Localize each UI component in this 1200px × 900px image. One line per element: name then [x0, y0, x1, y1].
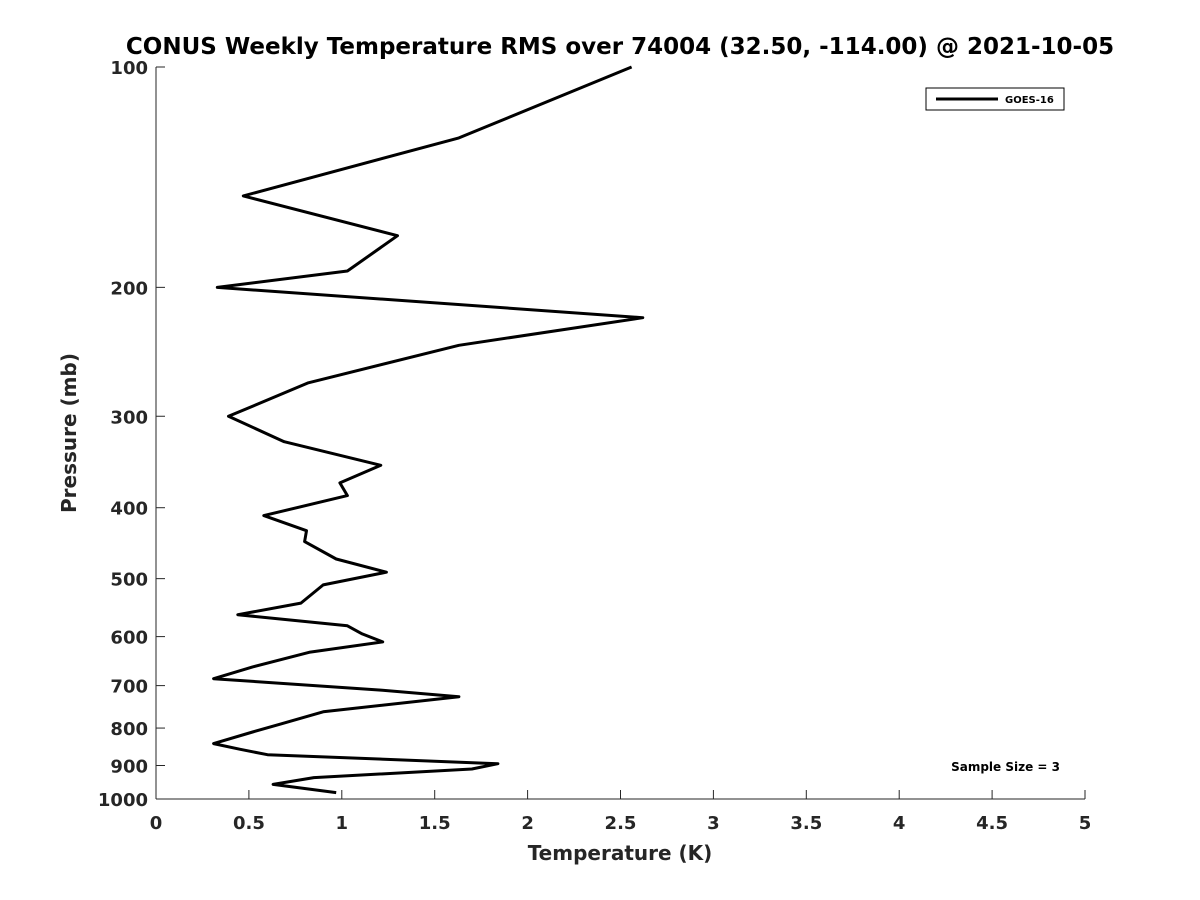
x-tick-label: 1.5 [419, 813, 451, 834]
y-tick-label: 200 [110, 278, 148, 299]
legend: GOES-16 [925, 87, 1065, 111]
x-tick-label: 4.5 [976, 813, 1008, 834]
sample-size-annotation: Sample Size = 3 [951, 760, 1060, 774]
y-tick-label: 400 [110, 499, 148, 520]
x-tick-label: 2 [521, 813, 534, 834]
y-tick-label: 600 [110, 628, 148, 649]
y-tick-label: 1000 [98, 790, 148, 811]
series-layer [212, 65, 645, 795]
x-tick-label: 3.5 [790, 813, 822, 834]
x-tick-label: 1 [336, 813, 349, 834]
x-tick-label: 5 [1079, 813, 1092, 834]
legend-label: GOES-16 [1005, 95, 1054, 106]
y-tick-label: 300 [110, 407, 148, 428]
chart-title: CONUS Weekly Temperature RMS over 74004 … [126, 34, 1114, 60]
x-tick-label: 0.5 [233, 813, 265, 834]
x-tick-label: 3 [707, 813, 720, 834]
y-tick-label: 700 [110, 677, 148, 698]
y-tick-label: 100 [110, 58, 148, 79]
x-tick-label: 0 [150, 813, 163, 834]
y-ticks: 100 200 300 400 500 600 700 800 900 1000 [98, 58, 165, 811]
y-tick-label: 900 [110, 757, 148, 778]
y-axis-label: Pressure (mb) [57, 353, 81, 513]
y-tick-label: 500 [110, 570, 148, 591]
x-tick-label: 4 [893, 813, 906, 834]
y-tick-label: 800 [110, 719, 148, 740]
x-tick-label: 2.5 [605, 813, 637, 834]
x-axis-label: Temperature (K) [528, 841, 713, 865]
x-ticks: 0 0.5 1 1.5 2 2.5 3 3.5 4 4.5 5 [150, 790, 1092, 834]
series-line-goes-16 [212, 65, 645, 795]
